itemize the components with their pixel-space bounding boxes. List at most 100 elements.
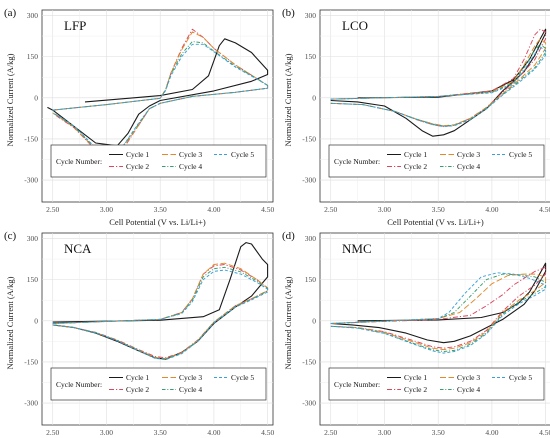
panel-label: (b) bbox=[282, 7, 295, 19]
legend-label: Cycle 4 bbox=[179, 385, 202, 394]
legend-label: Cycle 3 bbox=[179, 373, 202, 382]
y-tick-label: 0 bbox=[34, 316, 38, 325]
legend-label: Cycle 4 bbox=[457, 162, 480, 171]
legend-title: Cycle Number: bbox=[334, 380, 380, 389]
legend-label: Cycle 5 bbox=[231, 373, 254, 382]
chart-title: LFP bbox=[64, 18, 86, 33]
x-tick-label: 4.00 bbox=[207, 205, 220, 214]
y-axis-label: Normalized Current (A/kg) bbox=[283, 53, 293, 146]
chart-title: NCA bbox=[64, 241, 92, 256]
legend-label: Cycle 1 bbox=[404, 150, 427, 159]
y-tick-label: -150 bbox=[24, 135, 38, 144]
legend-label: Cycle 1 bbox=[126, 150, 149, 159]
legend-box bbox=[50, 144, 267, 178]
y-tick-label: -150 bbox=[302, 358, 316, 367]
panel-label: (c) bbox=[4, 230, 17, 242]
legend-label: Cycle 1 bbox=[126, 373, 149, 382]
y-tick-label: 300 bbox=[305, 234, 317, 243]
legend-title: Cycle Number: bbox=[56, 380, 102, 389]
series-line-cycle-3 bbox=[52, 262, 269, 360]
x-tick-label: 4.00 bbox=[485, 428, 498, 437]
y-tick-label: -300 bbox=[302, 399, 316, 408]
x-tick-label: 3.50 bbox=[154, 428, 167, 437]
legend-label: Cycle 2 bbox=[126, 162, 149, 171]
y-tick-label: -300 bbox=[24, 399, 38, 408]
legend-label: Cycle 2 bbox=[404, 162, 427, 171]
chart-title: NMC bbox=[342, 241, 372, 256]
y-tick-label: 0 bbox=[312, 316, 316, 325]
x-tick-label: 4.50 bbox=[539, 205, 550, 214]
x-tick-label: 4.50 bbox=[261, 428, 274, 437]
series-line-cycle-1 bbox=[47, 38, 269, 147]
legend-label: Cycle 4 bbox=[457, 385, 480, 394]
legend-label: Cycle 2 bbox=[404, 385, 427, 394]
x-tick-label: 3.00 bbox=[100, 428, 113, 437]
legend-label: Cycle 5 bbox=[509, 150, 532, 159]
series-line-cycle-1 bbox=[330, 28, 547, 137]
y-tick-label: -150 bbox=[24, 358, 38, 367]
legend-label: Cycle 3 bbox=[457, 150, 480, 159]
y-tick-label: 300 bbox=[27, 11, 39, 20]
x-tick-label: 2.50 bbox=[46, 428, 59, 437]
series-line-cycle-1 bbox=[330, 262, 547, 344]
x-tick-label: 4.50 bbox=[539, 428, 550, 437]
legend-label: Cycle 3 bbox=[179, 150, 202, 159]
y-tick-label: -300 bbox=[24, 176, 38, 185]
series-line-cycle-4 bbox=[330, 273, 547, 352]
y-axis-label: Normalized Current (A/kg) bbox=[5, 276, 15, 369]
y-tick-label: 150 bbox=[305, 275, 317, 284]
legend-label: Cycle 2 bbox=[126, 385, 149, 394]
legend-label: Cycle 1 bbox=[404, 373, 427, 382]
y-tick-label: 0 bbox=[312, 93, 316, 102]
legend-title: Cycle Number: bbox=[334, 157, 380, 166]
y-tick-label: -300 bbox=[302, 176, 316, 185]
legend-title: Cycle Number: bbox=[56, 157, 102, 166]
series-line-cycle-5 bbox=[330, 46, 547, 128]
legend-label: Cycle 3 bbox=[457, 373, 480, 382]
panel-lco: 2.50 3.00 3.50 4.00 4.50 -300 -150 0 150 300 LCO (b… bbox=[282, 7, 550, 227]
series-line-cycle-5 bbox=[52, 269, 269, 361]
x-tick-label: 3.50 bbox=[154, 205, 167, 214]
x-tick-label: 4.00 bbox=[207, 428, 220, 437]
x-tick-label: 3.00 bbox=[378, 428, 391, 437]
series-line-cycle-3 bbox=[330, 273, 547, 351]
panel-nca: 2.50 3.00 3.50 4.00 4.50 -300 -150 0 150 300 NCA (c… bbox=[4, 230, 274, 437]
series-line-cycle-4 bbox=[52, 266, 269, 360]
y-tick-label: 150 bbox=[27, 52, 39, 61]
x-tick-label: 2.50 bbox=[46, 205, 59, 214]
legend-label: Cycle 5 bbox=[509, 373, 532, 382]
legend-box bbox=[50, 367, 267, 401]
series-line-cycle-5 bbox=[330, 272, 547, 354]
series-line-cycle-2 bbox=[330, 28, 547, 128]
y-tick-label: 300 bbox=[305, 11, 317, 20]
panel-label: (a) bbox=[4, 7, 17, 19]
legend-label: Cycle 5 bbox=[231, 150, 254, 159]
chart-title: LCO bbox=[342, 18, 368, 33]
x-tick-label: 3.00 bbox=[100, 205, 113, 214]
x-tick-label: 2.50 bbox=[324, 428, 337, 437]
x-tick-label: 3.00 bbox=[378, 205, 391, 214]
x-tick-label: 3.50 bbox=[432, 428, 445, 437]
y-axis-label: Normalized Current (A/kg) bbox=[283, 276, 293, 369]
y-tick-label: 0 bbox=[34, 93, 38, 102]
y-tick-label: 300 bbox=[27, 234, 39, 243]
x-tick-label: 4.00 bbox=[485, 205, 498, 214]
series-line-cycle-3 bbox=[330, 38, 547, 127]
series-line-cycle-2 bbox=[52, 28, 269, 158]
legend-label: Cycle 4 bbox=[179, 162, 202, 171]
legend-box bbox=[328, 367, 545, 401]
legend-box bbox=[328, 144, 545, 178]
panel-nmc: 2.50 3.00 3.50 4.00 4.50 -300 -150 0 150 300 NMC (d… bbox=[282, 230, 550, 437]
panel-lfp: 2.50 3.00 3.50 4.00 4.50 -300 -150 0 150 300 LFP (a… bbox=[4, 7, 274, 227]
y-axis-label: Normalized Current (A/kg) bbox=[5, 53, 15, 146]
x-axis-label: Cell Potential (V vs. Li/Li+) bbox=[387, 217, 484, 227]
x-tick-label: 3.50 bbox=[432, 205, 445, 214]
panel-label: (d) bbox=[282, 230, 295, 242]
y-tick-label: -150 bbox=[302, 135, 316, 144]
x-tick-label: 4.50 bbox=[261, 205, 274, 214]
y-tick-label: 150 bbox=[305, 52, 317, 61]
x-axis-label: Cell Potential (V vs. Li/Li+) bbox=[109, 217, 206, 227]
y-tick-label: 150 bbox=[27, 275, 39, 284]
series-line-cycle-2 bbox=[330, 266, 547, 349]
